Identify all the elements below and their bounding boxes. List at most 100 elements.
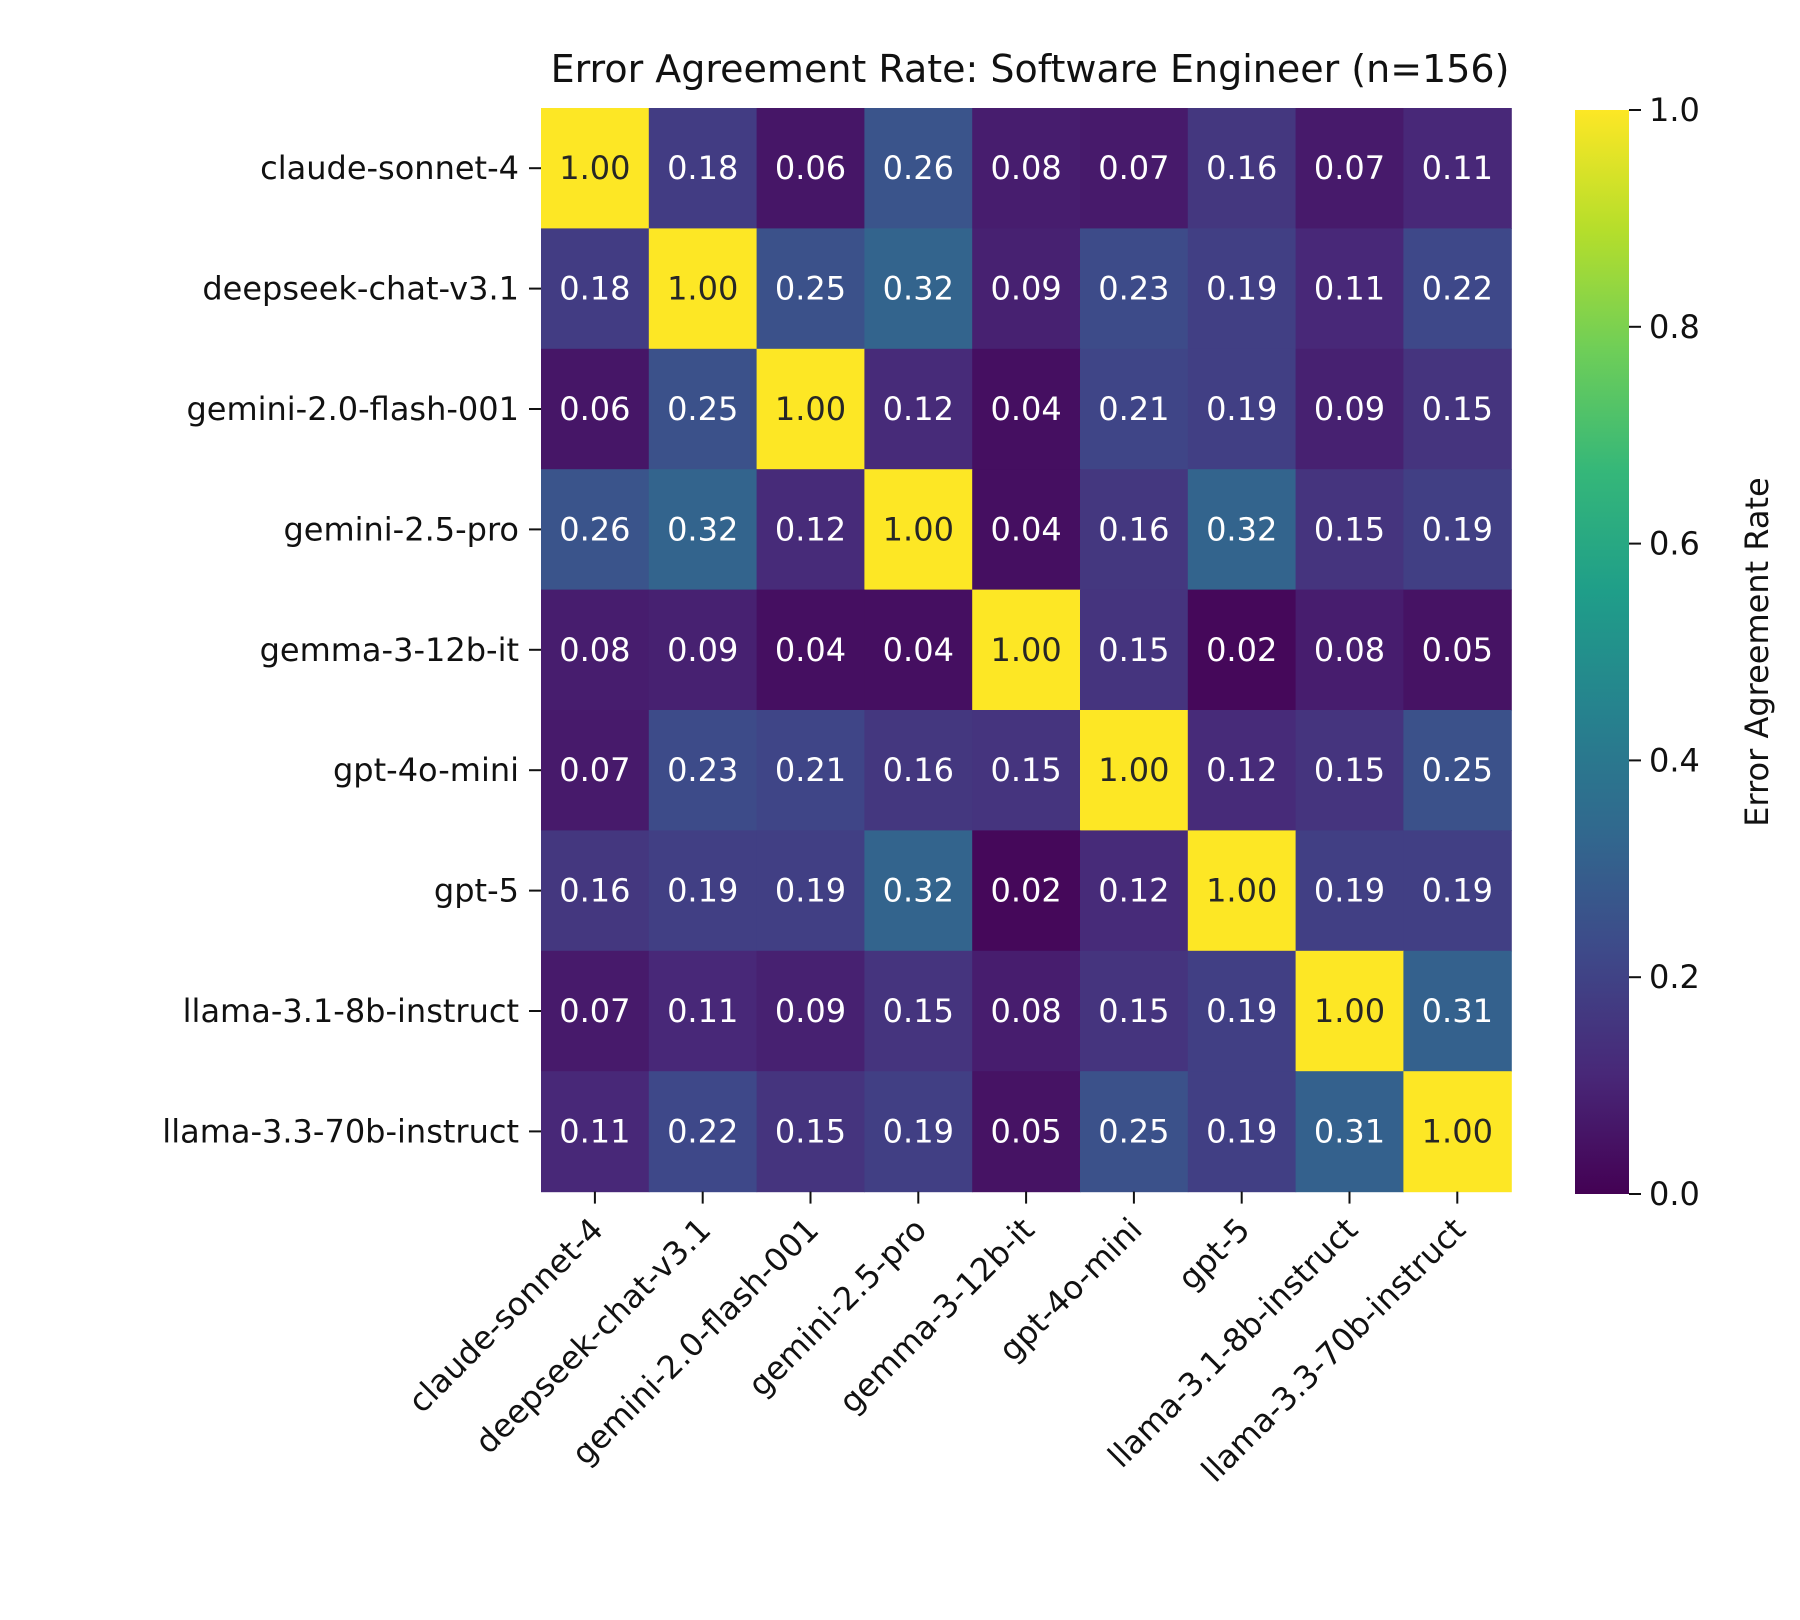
cell-value-label: 0.19: [1422, 872, 1493, 910]
heatmap-cells: 1.00 0.18 0.06 0.26 0.08 0.07 0.16 0.07 0.11 0.18…: [541, 108, 1512, 1193]
heatmap-cell: [541, 950, 650, 1072]
cell-value-label: 0.09: [667, 631, 738, 669]
cell-value-label: 0.06: [559, 390, 630, 428]
cell-value-label: 0.11: [1314, 270, 1385, 308]
cell-value-label: 0.08: [990, 149, 1061, 187]
cell-value-label: 0.32: [883, 872, 954, 910]
heatmap-cell: [972, 710, 1081, 831]
heatmap-cell: [1403, 108, 1512, 229]
heatmap-cell: [648, 950, 758, 1072]
cell-value-label: 0.04: [990, 390, 1061, 428]
cell-value-label: 0.05: [990, 1112, 1061, 1150]
heatmap-cell: [756, 950, 865, 1072]
heatmap-cell: [864, 469, 973, 591]
heatmap-cell: [648, 1071, 758, 1193]
heatmap-cell: [972, 830, 1081, 952]
chart-title: Error Agreement Rate: Software Engineer …: [551, 47, 1510, 91]
heatmap-cell: [1187, 589, 1297, 711]
heatmap-cell: [1080, 710, 1189, 831]
heatmap-cell: [1080, 950, 1189, 1072]
heatmap-cell: [972, 348, 1081, 470]
y-tick-label: llama-3.1-8b-instruct: [183, 992, 519, 1030]
heatmap-cell: [648, 710, 758, 831]
heatmap-cell: [541, 228, 650, 350]
heatmap-cell: [648, 469, 758, 591]
cell-value-label: 1.00: [883, 510, 954, 548]
cell-value-label: 1.00: [1206, 872, 1277, 910]
cell-value-label: 0.12: [775, 510, 846, 548]
cell-value-label: 0.07: [559, 992, 630, 1030]
heatmap-cell: [1403, 469, 1512, 591]
colorbar: 0.0 0.2 0.4 0.6 0.8 1.0 Error Agreement Rate: [1575, 91, 1776, 1213]
heatmap-cell: [541, 830, 650, 952]
cell-value-label: 0.19: [667, 872, 738, 910]
heatmap-cell: [864, 710, 973, 831]
cell-value-label: 0.23: [1098, 270, 1169, 308]
heatmap-cell: [1080, 830, 1189, 952]
heatmap-cell: [1187, 830, 1297, 952]
cell-value-label: 0.16: [1206, 149, 1277, 187]
cell-value-label: 0.15: [1314, 751, 1385, 789]
heatmap-cell: [1403, 228, 1512, 350]
heatmap-cell: [541, 108, 650, 229]
heatmap-cell: [1403, 950, 1512, 1072]
cell-value-label: 0.19: [883, 1112, 954, 1150]
heatmap-cell: [1080, 108, 1189, 229]
cell-value-label: 0.06: [775, 149, 846, 187]
colorbar-gradient: [1575, 110, 1629, 1194]
heatmap-cell: [1295, 950, 1404, 1072]
y-tick-label: gpt-4o-mini: [333, 751, 519, 789]
cell-value-label: 1.00: [1314, 992, 1385, 1030]
cell-value-label: 0.19: [1422, 510, 1493, 548]
cell-value-label: 0.18: [667, 149, 738, 187]
heatmap-cell: [864, 228, 973, 350]
y-tick-label: claude-sonnet-4: [260, 149, 519, 187]
cell-value-label: 0.19: [775, 872, 846, 910]
heatmap-cell: [1080, 469, 1189, 591]
x-tick-label: claude-sonnet-4: [401, 1210, 611, 1420]
heatmap-cell: [1403, 830, 1512, 952]
heatmap-cell: [864, 830, 973, 952]
heatmap-cell: [1295, 830, 1404, 952]
heatmap-cell: [1187, 469, 1297, 591]
heatmap-cell: [756, 348, 865, 470]
cell-value-label: 0.16: [883, 751, 954, 789]
cell-value-label: 0.12: [1206, 751, 1277, 789]
heatmap-cell: [756, 589, 865, 711]
y-tick-label: llama-3.3-70b-instruct: [162, 1112, 519, 1150]
colorbar-tick-label: 0.6: [1649, 525, 1700, 563]
cell-value-label: 0.04: [883, 631, 954, 669]
heatmap-cell: [1403, 589, 1512, 711]
heatmap-cell: [541, 469, 650, 591]
heatmap-cell: [864, 1071, 973, 1193]
x-tick-label: gpt-5: [1170, 1210, 1257, 1297]
cell-value-label: 0.32: [667, 510, 738, 548]
heatmap-cell: [756, 1071, 865, 1193]
cell-value-label: 0.09: [775, 992, 846, 1030]
cell-value-label: 0.15: [883, 992, 954, 1030]
heatmap-cell: [541, 1071, 650, 1193]
cell-value-label: 0.15: [1098, 631, 1169, 669]
cell-value-label: 0.15: [775, 1112, 846, 1150]
cell-value-label: 0.19: [1206, 270, 1277, 308]
y-axis: claude-sonnet-4 deepseek-chat-v3.1 gemini-…: [162, 149, 541, 1150]
cell-value-label: 0.12: [883, 390, 954, 428]
heatmap-cell: [756, 830, 865, 952]
cell-value-label: 0.19: [1206, 390, 1277, 428]
heatmap-cell: [648, 108, 758, 229]
cell-value-label: 0.19: [1314, 872, 1385, 910]
cell-value-label: 0.11: [559, 1112, 630, 1150]
cell-value-label: 0.21: [1098, 390, 1169, 428]
heatmap-cell: [864, 950, 973, 1072]
cell-value-label: 0.08: [559, 631, 630, 669]
heatmap-cell: [1295, 469, 1404, 591]
colorbar-label: Error Agreement Rate: [1738, 477, 1776, 826]
heatmap-cell: [541, 348, 650, 470]
heatmap-cell: [1187, 710, 1297, 831]
cell-value-label: 1.00: [775, 390, 846, 428]
heatmap-cell: [1187, 950, 1297, 1072]
cell-value-label: 0.11: [667, 992, 738, 1030]
colorbar-tick-label: 0.0: [1649, 1175, 1700, 1213]
cell-value-label: 0.15: [990, 751, 1061, 789]
